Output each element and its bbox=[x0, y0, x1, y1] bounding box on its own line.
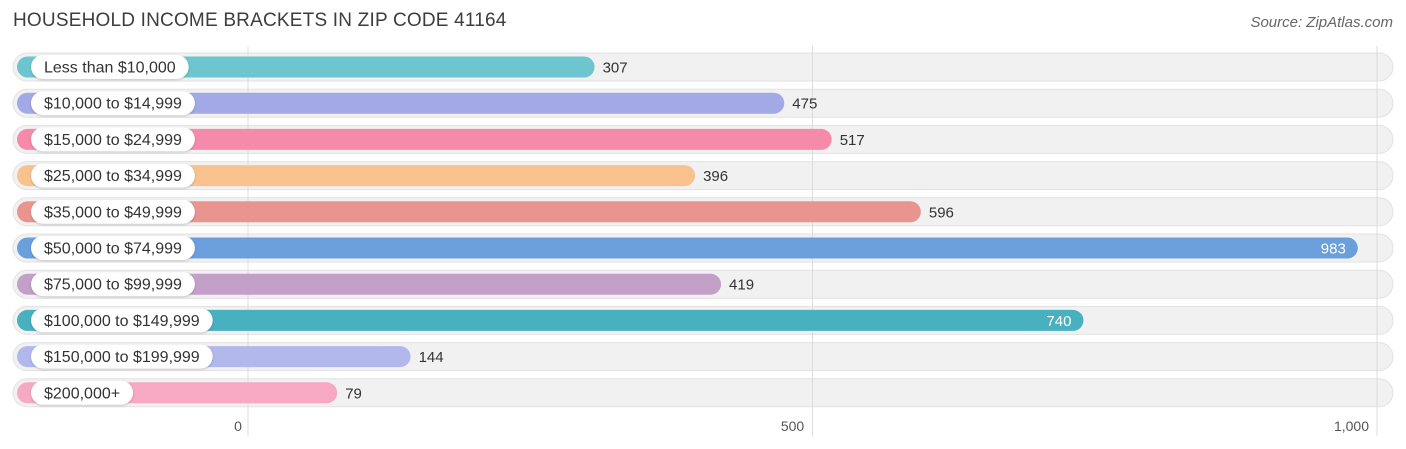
category-label-pill bbox=[31, 236, 195, 260]
chart-title: HOUSEHOLD INCOME BRACKETS IN ZIP CODE 41… bbox=[13, 10, 507, 31]
bar bbox=[17, 92, 785, 114]
value-label: 983 bbox=[1321, 241, 1346, 258]
category-label: $25,000 to $34,999 bbox=[44, 168, 182, 185]
category-label-pill bbox=[31, 127, 195, 152]
category-label-pill bbox=[31, 199, 195, 224]
category-label-pill bbox=[31, 272, 195, 297]
value-label: 144 bbox=[419, 349, 444, 366]
bar bbox=[17, 201, 921, 223]
category-label: $200,000+ bbox=[44, 385, 120, 402]
bar bbox=[17, 237, 1358, 259]
bar bbox=[17, 128, 832, 150]
value-label: 307 bbox=[603, 60, 628, 77]
row-track bbox=[12, 378, 1394, 408]
category-label-pill bbox=[31, 308, 213, 333]
category-label-pill bbox=[31, 163, 195, 188]
category-label: $50,000 to $74,999 bbox=[44, 241, 182, 258]
value-label: 740 bbox=[1046, 313, 1071, 330]
category-label: $100,000 to $149,999 bbox=[44, 313, 200, 330]
category-label: $150,000 to $199,999 bbox=[44, 349, 200, 366]
category-label: Less than $10,000 bbox=[44, 60, 176, 77]
bar bbox=[17, 309, 1084, 331]
x-tick-label: 0 bbox=[234, 418, 242, 434]
value-label: 419 bbox=[729, 277, 754, 294]
value-label: 79 bbox=[345, 385, 362, 402]
x-tick-label: 500 bbox=[781, 418, 805, 434]
category-label: $10,000 to $14,999 bbox=[44, 96, 182, 113]
category-label-pill bbox=[31, 344, 213, 369]
category-label-pill bbox=[31, 91, 195, 116]
source-label: Source: ZipAtlas.com bbox=[1250, 14, 1393, 31]
category-label-pill bbox=[31, 380, 134, 405]
value-label: 475 bbox=[792, 96, 817, 113]
x-tick-label: 1,000 bbox=[1334, 418, 1369, 434]
category-label-pill bbox=[31, 55, 189, 79]
value-label: 517 bbox=[840, 132, 865, 149]
category-label: $15,000 to $24,999 bbox=[44, 132, 182, 149]
category-label: $75,000 to $99,999 bbox=[44, 277, 182, 294]
category-label: $35,000 to $49,999 bbox=[44, 204, 182, 221]
value-label: 596 bbox=[929, 204, 954, 221]
value-label: 396 bbox=[703, 168, 728, 185]
